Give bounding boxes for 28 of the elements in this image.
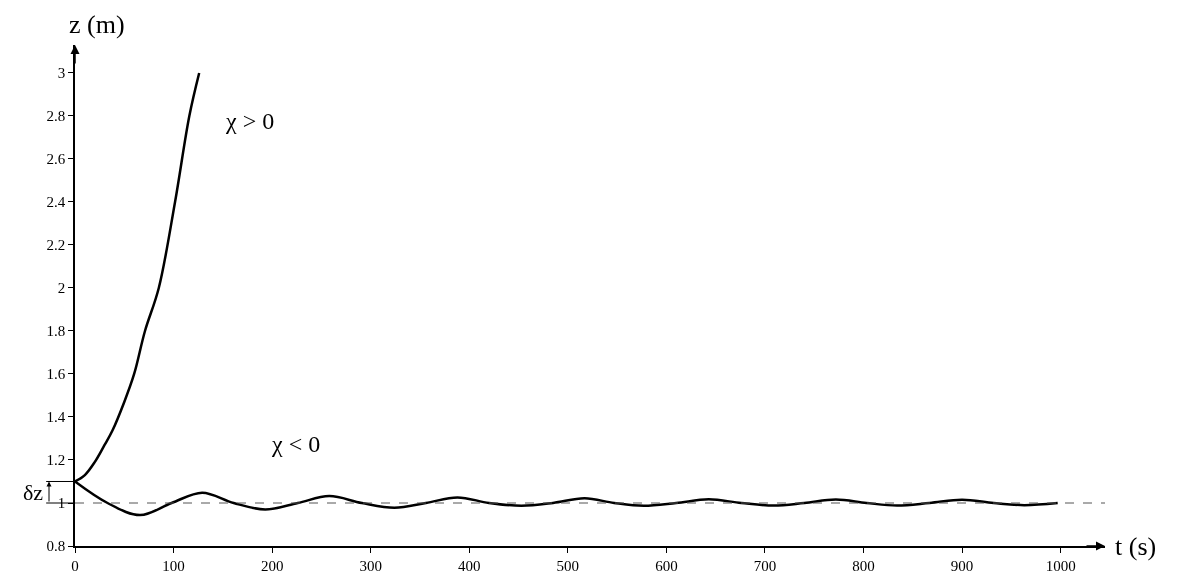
series-label: χ < 0 [271, 431, 321, 457]
x-axis-title: t (s) [1115, 532, 1157, 561]
x-tick-label: 400 [458, 557, 481, 574]
x-tick-label: 600 [655, 557, 678, 574]
y-tick-label: 2.8 [46, 108, 66, 125]
y-tick-label: 2.4 [46, 194, 66, 211]
y-tick-label: 2 [57, 280, 66, 297]
y-tick-label: 1 [57, 495, 66, 512]
y-tick-label: 1.2 [46, 452, 66, 469]
x-tick-label: 1000 [1045, 557, 1076, 574]
y-tick-label: 1.8 [46, 323, 66, 340]
x-tick-label: 0 [71, 557, 79, 574]
series-label: χ > 0 [225, 108, 275, 134]
x-tick-label: 100 [162, 557, 185, 574]
y-tick-label: 0.8 [46, 538, 66, 555]
x-tick-label: 200 [260, 557, 284, 574]
text: δz [23, 480, 44, 505]
x-tick-label: 700 [753, 557, 777, 574]
y-tick-label: 2.6 [46, 151, 66, 168]
x-tick-label: 300 [359, 557, 382, 574]
y-tick-label: 2.2 [46, 237, 66, 254]
x-tick-label: 900 [950, 557, 974, 574]
x-tick-label: 800 [852, 557, 875, 574]
x-tick-label: 500 [556, 557, 580, 574]
y-tick-label: 1.4 [46, 409, 66, 426]
y-tick-label: 1.6 [46, 366, 66, 383]
y-axis-title: z (m) [69, 10, 125, 39]
y-tick-label: 3 [57, 65, 66, 82]
